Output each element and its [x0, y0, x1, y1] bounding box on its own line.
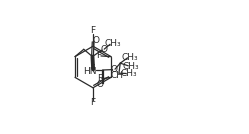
Text: CH: CH [111, 71, 124, 80]
Text: F: F [96, 51, 101, 60]
Text: HN: HN [83, 67, 97, 76]
Text: O: O [92, 36, 99, 45]
Text: CH₃: CH₃ [122, 53, 138, 62]
Text: O: O [100, 45, 107, 54]
Text: F: F [90, 98, 96, 107]
Text: F: F [90, 26, 96, 35]
Text: CH₃: CH₃ [105, 39, 122, 48]
Text: CH₃: CH₃ [123, 62, 139, 71]
Text: O: O [97, 80, 104, 89]
Text: O: O [111, 65, 118, 74]
Text: CH₃: CH₃ [121, 69, 137, 78]
Text: F: F [97, 74, 102, 83]
